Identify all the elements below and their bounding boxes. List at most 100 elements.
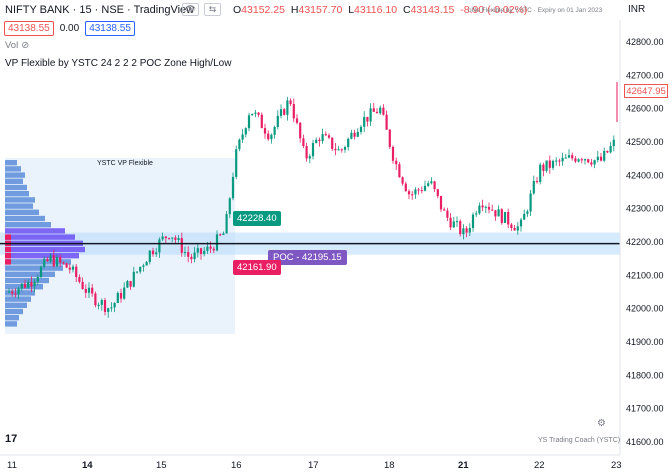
candle-body xyxy=(379,107,382,114)
candle-body xyxy=(484,206,487,208)
candle-body xyxy=(337,149,340,151)
vp-bar xyxy=(5,308,23,315)
low-value: 43116.10 xyxy=(354,4,398,16)
candle-body xyxy=(241,134,244,140)
candle-body xyxy=(270,134,273,140)
candle-body xyxy=(71,266,75,270)
candle-body xyxy=(503,212,507,223)
candle-body xyxy=(238,139,241,150)
candle-body xyxy=(139,266,142,272)
candle-body xyxy=(142,265,145,267)
candle-body xyxy=(353,132,356,137)
candle-body xyxy=(254,112,257,114)
candle-body xyxy=(33,281,36,287)
candle-body xyxy=(385,114,388,130)
candle-body xyxy=(87,287,91,293)
candle-body xyxy=(119,292,123,299)
candle-body xyxy=(359,126,363,132)
volume-legend[interactable]: Vol ⊘ xyxy=(5,40,30,51)
candle-body xyxy=(190,256,193,260)
candle-body xyxy=(129,281,132,287)
candle-body xyxy=(193,252,196,260)
candle-body xyxy=(263,128,267,134)
candle-body xyxy=(183,252,187,254)
vp-bar xyxy=(5,290,35,296)
candle-body xyxy=(513,228,516,231)
candle-body xyxy=(574,158,577,162)
vp-bar xyxy=(5,228,65,234)
vp-bar xyxy=(5,277,49,284)
candle-body xyxy=(603,150,606,161)
candle-body xyxy=(187,252,190,257)
buy-price-button[interactable]: 43138.55 xyxy=(85,21,135,36)
candle-body xyxy=(609,146,612,153)
symbol-title[interactable]: NIFTY BANK · 15 · NSE · TradingView xyxy=(5,4,195,16)
candle-body xyxy=(567,155,571,158)
candle-body xyxy=(151,250,155,255)
candle-body xyxy=(199,248,203,254)
y-tick-label: 42200.00 xyxy=(626,237,664,247)
y-tick-label: 42100.00 xyxy=(626,270,664,280)
title-icons: 👁 ⇆ xyxy=(182,3,221,16)
vp-bar-accent xyxy=(5,259,11,265)
eye-icon[interactable]: 👁 xyxy=(182,3,199,16)
gear-icon[interactable]: ⚙ xyxy=(597,418,606,429)
candle-body xyxy=(251,113,254,116)
y-tick-label: 42800.00 xyxy=(626,37,664,47)
candle-body xyxy=(558,160,561,162)
sell-price-button[interactable]: 43138.55 xyxy=(4,21,54,36)
candle-body xyxy=(299,122,302,139)
spread-value: 0.00 xyxy=(59,23,80,34)
vp-bar xyxy=(5,321,17,327)
x-tick-label: 16 xyxy=(231,460,242,471)
zone-high-tag: 42228.40 xyxy=(233,211,281,226)
change-value: -8.90 (-0.02%) xyxy=(460,4,528,16)
y-tick-label: 42300.00 xyxy=(626,204,664,214)
vp-bar-accent xyxy=(5,246,11,253)
candle-body xyxy=(209,246,212,249)
candle-body xyxy=(475,213,478,215)
candle-body xyxy=(564,157,567,159)
candle-body xyxy=(68,267,71,270)
candle-body xyxy=(452,221,455,228)
candle-body xyxy=(468,227,471,233)
candle-body xyxy=(414,189,417,195)
candle-body xyxy=(167,238,171,240)
candle-body xyxy=(446,210,449,218)
candle-body xyxy=(225,214,228,234)
vp-bar xyxy=(5,234,75,240)
candle-body xyxy=(433,181,436,190)
candle-body xyxy=(343,147,347,150)
candle-body xyxy=(404,183,407,192)
candle-body xyxy=(228,198,231,215)
candle-body xyxy=(519,219,523,227)
compare-icon[interactable]: ⇆ xyxy=(204,3,221,16)
candle-body xyxy=(100,300,103,305)
candle-body xyxy=(398,164,401,178)
currency-label[interactable]: INR xyxy=(628,4,646,15)
candle-body xyxy=(478,205,481,214)
indicator-legend[interactable]: VP Flexible by YSTC 24 2 2 2 POC Zone Hi… xyxy=(5,58,232,69)
candle-body xyxy=(449,217,452,228)
candle-body xyxy=(561,157,564,162)
x-tick-label: 11 xyxy=(7,460,17,471)
candle-body xyxy=(126,281,129,288)
vp-bar xyxy=(5,191,29,197)
candle-body xyxy=(78,276,81,282)
candle-body xyxy=(36,277,39,282)
candle-body xyxy=(97,304,100,306)
y-tick-label: 41900.00 xyxy=(626,337,664,347)
candle-body xyxy=(180,238,183,253)
eye-off-icon[interactable]: ⊘ xyxy=(21,40,30,51)
candle-body xyxy=(305,146,308,159)
y-tick-label: 42400.00 xyxy=(626,170,664,180)
candle-body xyxy=(17,288,20,295)
y-tick-label: 41800.00 xyxy=(626,370,664,380)
candle-body xyxy=(465,228,468,233)
vp-bar xyxy=(5,178,23,184)
tradingview-logo-icon[interactable]: 17 xyxy=(5,433,18,445)
poc-tag: POC - 42195.15 xyxy=(268,250,347,265)
candle-body xyxy=(30,282,33,287)
candle-body xyxy=(11,291,14,294)
